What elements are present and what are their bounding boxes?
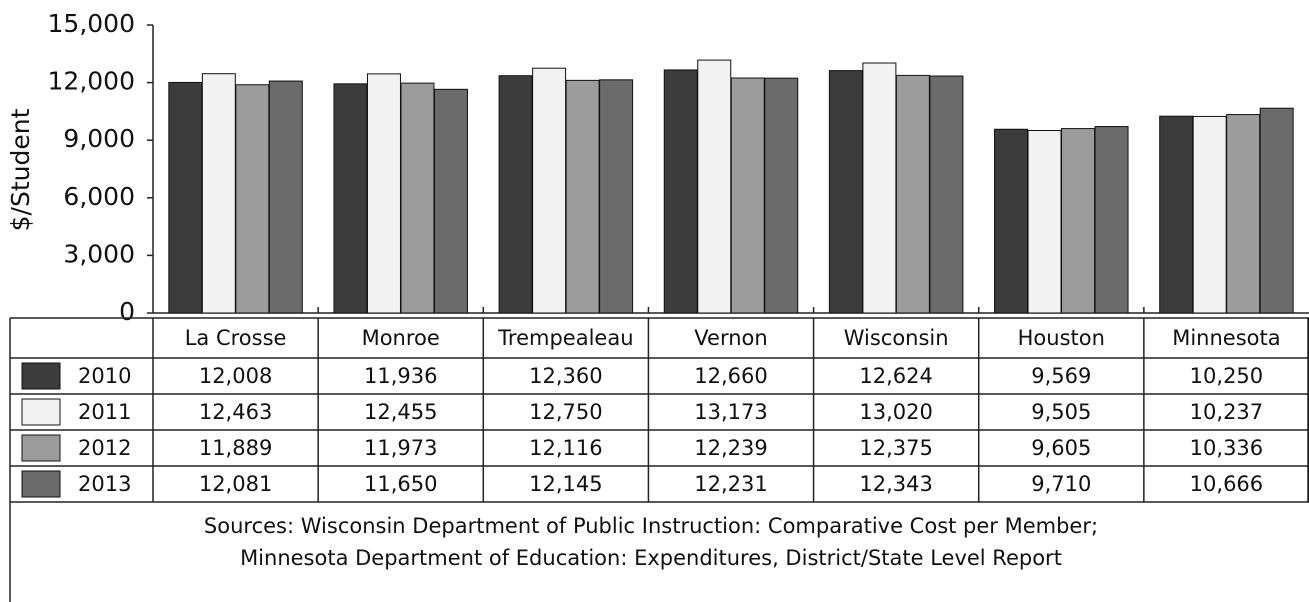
bar <box>268 80 303 314</box>
table-cell: 12,008 <box>199 364 272 388</box>
legend-label: 2011 <box>78 400 131 424</box>
table-cell: 9,605 <box>1031 436 1091 460</box>
table-cell: 9,505 <box>1031 400 1091 424</box>
table-cell: 12,145 <box>529 472 602 496</box>
y-tick-label: 15,000 <box>48 9 135 38</box>
y-tick-label: 6,000 <box>63 182 135 211</box>
table-cell: 10,237 <box>1190 400 1263 424</box>
bar <box>366 73 401 314</box>
bar <box>333 83 368 314</box>
bar <box>599 79 634 314</box>
legend-swatch <box>21 398 61 426</box>
bar <box>929 75 964 314</box>
table-cell: 12,231 <box>694 472 767 496</box>
source-note: Minnesota Department of Education: Expen… <box>240 546 1062 570</box>
column-header: Monroe <box>362 326 440 350</box>
table-cell: 12,624 <box>859 364 932 388</box>
bar <box>168 81 203 314</box>
table-cell: 9,569 <box>1031 364 1091 388</box>
bar <box>532 67 567 314</box>
column-header: Wisconsin <box>844 326 949 350</box>
bar <box>201 73 236 314</box>
column-header: Trempealeau <box>497 326 633 350</box>
bar <box>498 75 533 314</box>
bar <box>1094 126 1129 314</box>
y-tick-label: 0 <box>119 297 135 326</box>
legend-swatch <box>21 470 61 498</box>
table-cell: 10,336 <box>1190 436 1263 460</box>
bar <box>1027 130 1062 314</box>
bar <box>433 88 468 314</box>
bar <box>764 77 799 314</box>
column-header: Minnesota <box>1172 326 1280 350</box>
bar <box>1061 128 1096 314</box>
table-cell: 12,343 <box>859 472 932 496</box>
table-cell: 12,081 <box>199 472 272 496</box>
legend-label: 2010 <box>78 364 131 388</box>
bar <box>565 79 600 314</box>
column-header: La Crosse <box>185 326 287 350</box>
table-cell: 12,455 <box>364 400 437 424</box>
table-cell: 11,889 <box>199 436 272 460</box>
table-cell: 11,973 <box>364 436 437 460</box>
table-cell: 10,666 <box>1190 472 1263 496</box>
table-cell: 12,750 <box>529 400 602 424</box>
y-tick-label: 3,000 <box>63 239 135 268</box>
bar <box>828 70 863 314</box>
bar <box>730 77 765 314</box>
table-cell: 12,660 <box>694 364 767 388</box>
bar <box>1159 115 1194 314</box>
column-header: Vernon <box>694 326 767 350</box>
bar <box>235 84 270 314</box>
legend-label: 2013 <box>78 472 131 496</box>
table-cell: 11,650 <box>364 472 437 496</box>
bar <box>1192 115 1227 314</box>
legend-swatch <box>21 362 61 390</box>
source-note: Sources: Wisconsin Department of Public … <box>204 514 1098 538</box>
table-cell: 12,239 <box>694 436 767 460</box>
bar <box>1259 107 1294 314</box>
y-tick-label: 9,000 <box>63 124 135 153</box>
bar <box>994 128 1029 314</box>
y-tick-label: 12,000 <box>48 67 135 96</box>
bar <box>663 69 698 314</box>
legend-swatch <box>21 434 61 462</box>
table-cell: 10,250 <box>1190 364 1263 388</box>
bar <box>862 62 897 314</box>
table-cell: 12,375 <box>859 436 932 460</box>
table-cell: 12,463 <box>199 400 272 424</box>
bar <box>400 82 435 314</box>
table-cell: 13,020 <box>859 400 932 424</box>
table-cell: 9,710 <box>1031 472 1091 496</box>
table-cell: 12,360 <box>529 364 602 388</box>
table-cell: 11,936 <box>364 364 437 388</box>
bar <box>1226 114 1261 314</box>
table-cell: 13,173 <box>694 400 767 424</box>
column-header: Houston <box>1018 326 1105 350</box>
legend-label: 2012 <box>78 436 131 460</box>
table-cell: 12,116 <box>529 436 602 460</box>
bar <box>895 74 930 314</box>
bar <box>697 59 732 314</box>
y-axis-label: $/Student <box>6 108 35 231</box>
